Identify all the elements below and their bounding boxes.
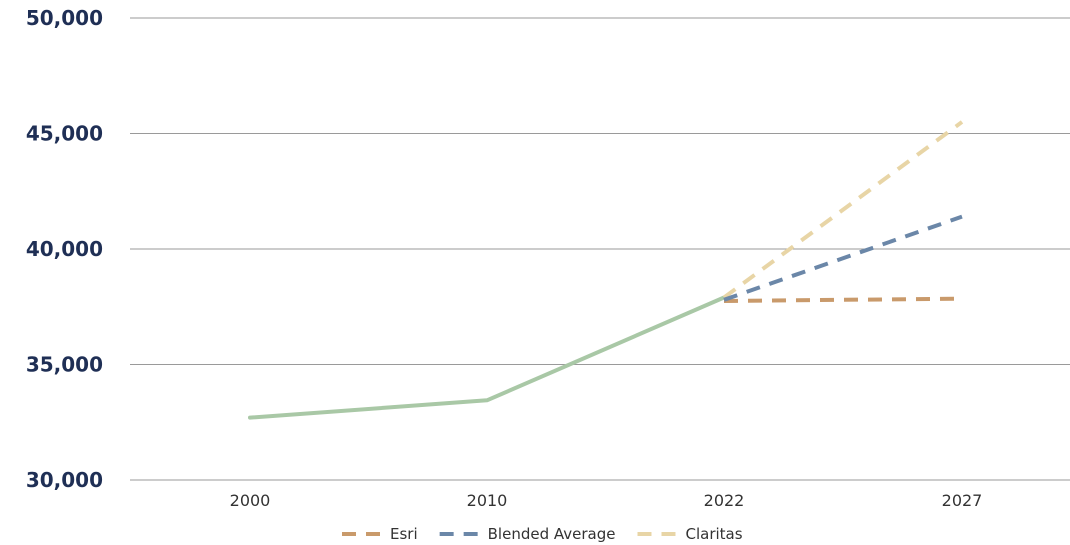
legend-label: Blended Average	[488, 525, 616, 543]
grid-lines	[130, 17, 1070, 481]
y-tick-label: 40,000	[26, 237, 103, 261]
legend-item-claritas: Claritas	[637, 525, 743, 543]
y-tick-label: 30,000	[26, 468, 103, 492]
series-line-esri	[723, 296, 963, 303]
x-tick-label: 2022	[704, 491, 745, 510]
series-line-historical	[248, 295, 726, 420]
series-lines	[248, 120, 964, 420]
x-tick-label: 2010	[467, 491, 508, 510]
legend-label: Esri	[390, 525, 418, 543]
x-tick-label: 2027	[942, 491, 983, 510]
y-tick-label: 50,000	[26, 6, 103, 30]
series-line-claritas	[722, 120, 964, 300]
legend-item-esri: Esri	[342, 525, 418, 543]
y-axis-ticks: 30,000 35,000 40,000 45,000 50,000	[26, 6, 103, 492]
x-axis-ticks: 2000 2010 2022 2027	[230, 491, 983, 510]
legend-label: Claritas	[685, 525, 742, 543]
y-tick-label: 45,000	[26, 122, 103, 146]
y-tick-label: 35,000	[26, 353, 103, 377]
series-line-blended	[723, 214, 963, 302]
legend: Esri Blended Average Claritas	[342, 525, 743, 543]
x-tick-label: 2000	[230, 491, 271, 510]
legend-item-blended: Blended Average	[439, 525, 616, 543]
